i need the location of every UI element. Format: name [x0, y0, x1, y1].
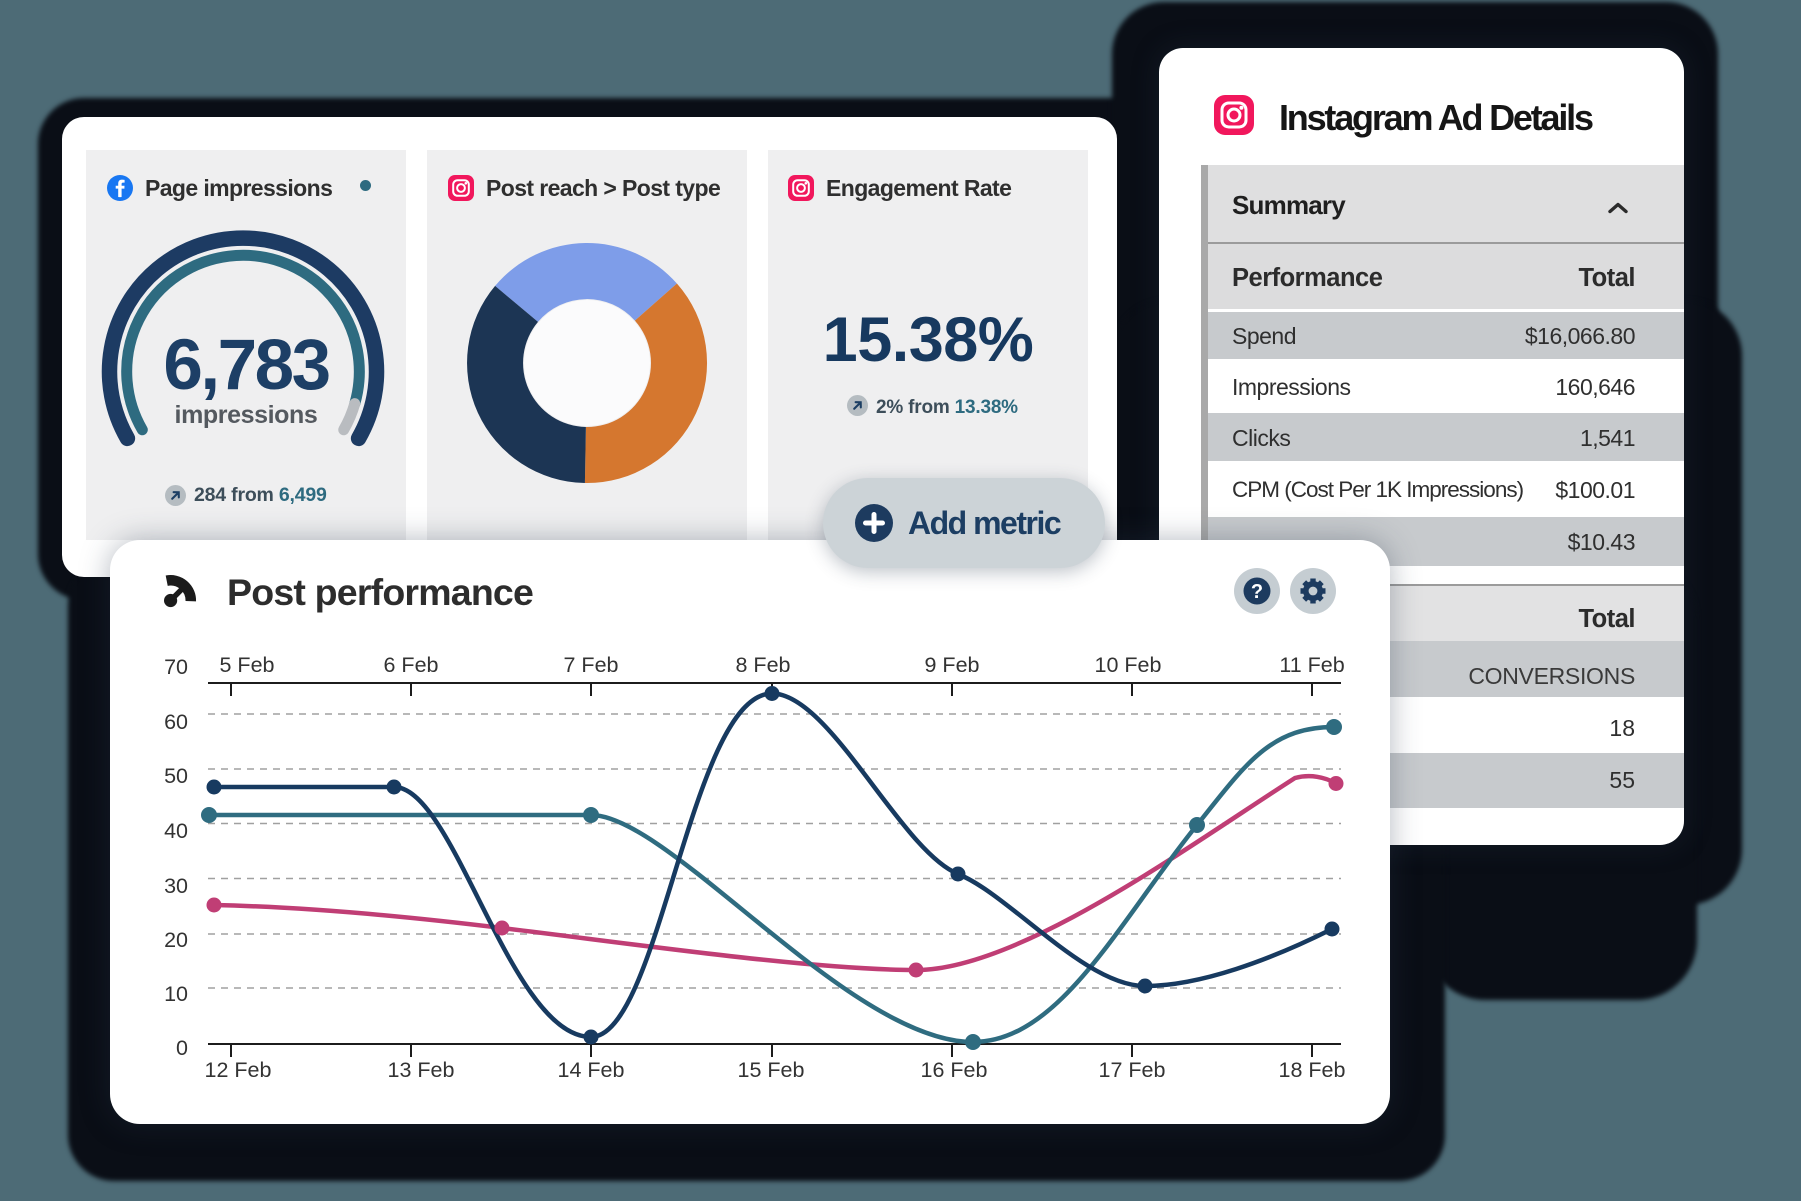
svg-text:9 Feb: 9 Feb: [925, 653, 980, 677]
svg-text:70: 70: [164, 655, 188, 679]
svg-text:18 Feb: 18 Feb: [1279, 1058, 1346, 1082]
svg-text:10 Feb: 10 Feb: [1095, 653, 1162, 677]
svg-text:20: 20: [164, 928, 188, 952]
svg-text:30: 30: [164, 874, 188, 898]
svg-text:16 Feb: 16 Feb: [921, 1058, 988, 1082]
svg-text:10: 10: [164, 982, 188, 1006]
svg-text:15 Feb: 15 Feb: [738, 1058, 805, 1082]
svg-text:17 Feb: 17 Feb: [1099, 1058, 1166, 1082]
svg-text:11 Feb: 11 Feb: [1279, 653, 1344, 677]
svg-text:7 Feb: 7 Feb: [564, 653, 619, 677]
svg-text:14 Feb: 14 Feb: [558, 1058, 625, 1082]
svg-text:6 Feb: 6 Feb: [384, 653, 439, 677]
svg-text:12 Feb: 12 Feb: [205, 1058, 272, 1082]
svg-text:0: 0: [176, 1036, 188, 1060]
svg-text:50: 50: [164, 764, 188, 788]
svg-text:40: 40: [164, 819, 188, 843]
svg-text:?: ?: [1251, 581, 1263, 603]
svg-text:5 Feb: 5 Feb: [220, 653, 275, 677]
svg-text:60: 60: [164, 710, 188, 734]
svg-text:8 Feb: 8 Feb: [736, 653, 791, 677]
svg-text:13 Feb: 13 Feb: [388, 1058, 455, 1082]
